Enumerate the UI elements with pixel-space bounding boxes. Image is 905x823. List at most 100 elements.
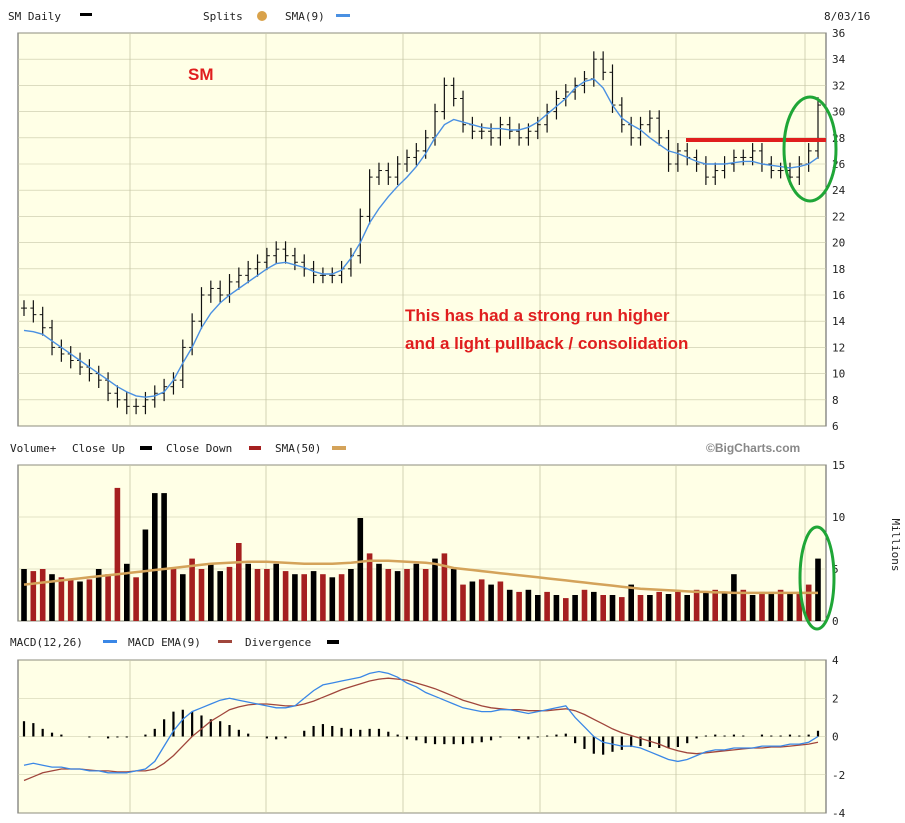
macd-tick-label: 0 [832, 731, 839, 744]
price-tick-label: 8 [832, 394, 839, 407]
volume-bar [721, 591, 728, 621]
macd-tick-label: -4 [832, 807, 846, 820]
volume-bar [385, 569, 392, 621]
volume-bar [329, 577, 336, 621]
volume-tick-label: 5 [832, 563, 839, 576]
sma9-legend-swatch [336, 14, 350, 17]
volume-bar [432, 558, 438, 621]
volume-bar [469, 581, 476, 621]
price-tick-label: 16 [832, 289, 845, 302]
price-tick-label: 12 [832, 341, 845, 354]
volume-bar [198, 569, 205, 621]
price-tick-label: 10 [832, 368, 845, 381]
volume-bar [478, 579, 485, 621]
volume-bar [740, 589, 747, 621]
volume-bar [292, 574, 298, 621]
volume-bar [805, 584, 812, 621]
price-tick-label: 20 [832, 237, 845, 250]
volume-bar [675, 591, 681, 621]
volume-bar [544, 591, 550, 621]
volume-bar [264, 569, 270, 621]
volume-bar [86, 579, 93, 621]
volume-bar [441, 553, 448, 621]
macd-tick-label: -2 [832, 769, 845, 782]
price-tick-label: 30 [832, 106, 845, 119]
volume-bar [338, 574, 345, 621]
volume-bar [124, 563, 130, 621]
volume-bar [217, 571, 223, 621]
volume-bar [535, 595, 541, 621]
volume-bar [488, 584, 494, 621]
volume-bar [77, 581, 83, 621]
macd-tick-label: 4 [832, 654, 839, 667]
volume-bar [572, 595, 578, 621]
macd-ema-line [23, 677, 819, 782]
volume-bar [273, 563, 279, 621]
volume-bar [768, 591, 775, 621]
volume-bar [180, 574, 186, 621]
price-tick-label: 34 [832, 53, 846, 66]
volume-tick-label: 15 [832, 459, 845, 472]
volume-bar [637, 595, 644, 621]
volume-bar [236, 543, 242, 621]
volume-bar [366, 553, 373, 621]
volume-bar [404, 569, 410, 621]
volume-bar [787, 592, 793, 621]
sma50-legend-label: SMA(50) [275, 442, 321, 455]
close-down-swatch [249, 446, 261, 450]
price-highlight-circle [782, 95, 838, 203]
volume-bar [394, 571, 401, 621]
ticker-header: SM Daily [8, 10, 61, 23]
volume-bar [591, 591, 597, 621]
macd-tick-label: 2 [832, 692, 839, 705]
volume-bar [497, 581, 504, 621]
volume-bar [796, 591, 803, 621]
volume-bar [49, 574, 55, 621]
volume-bar [712, 589, 718, 621]
volume-highlight-circle [798, 525, 836, 631]
splits-label: Splits [203, 10, 243, 23]
divergence-label: Divergence [245, 636, 311, 649]
macd-line [23, 670, 819, 774]
volume-bar [320, 574, 326, 621]
volume-bar [647, 595, 653, 621]
volume-bar [376, 563, 382, 621]
volume-bar [226, 566, 233, 621]
volume-bar [39, 569, 46, 621]
volume-bar [516, 591, 522, 621]
sma9-line [23, 78, 819, 398]
volume-bar [506, 589, 513, 621]
close-up-swatch [140, 446, 152, 450]
volume-bar [450, 569, 457, 621]
price-tick-label: 36 [832, 27, 845, 40]
volume-bar [152, 493, 158, 621]
volume-bar [759, 591, 765, 621]
volume-bar [170, 569, 177, 621]
volume-bar [460, 584, 466, 621]
volume-tick-label: 0 [832, 615, 839, 628]
macd-ema-label: MACD EMA(9) [128, 636, 201, 649]
volume-bar [142, 529, 149, 621]
volume-bar [161, 493, 167, 621]
volume-bar [815, 558, 821, 621]
volume-bar [731, 574, 737, 621]
price-tick-label: 22 [832, 210, 845, 223]
close-down-label: Close Down [166, 442, 232, 455]
price-plot-area [17, 32, 827, 427]
volume-tick-label: 10 [832, 511, 845, 524]
volume-bar [189, 558, 195, 621]
volume-bar [656, 591, 662, 621]
divergence-legend-swatch [327, 640, 339, 644]
price-tick-label: 24 [832, 184, 846, 197]
volume-bar [114, 487, 121, 621]
volume-bar [422, 569, 429, 621]
volume-bar [413, 563, 420, 621]
volume-bar [282, 571, 289, 621]
volume-bar [105, 574, 111, 621]
sma9-legend-label: SMA(9) [285, 10, 325, 23]
chart-date: 8/03/16 [824, 10, 870, 23]
volume-bar [525, 589, 532, 621]
volume-bar [749, 595, 756, 621]
macd-label: MACD(12,26) [10, 636, 83, 649]
